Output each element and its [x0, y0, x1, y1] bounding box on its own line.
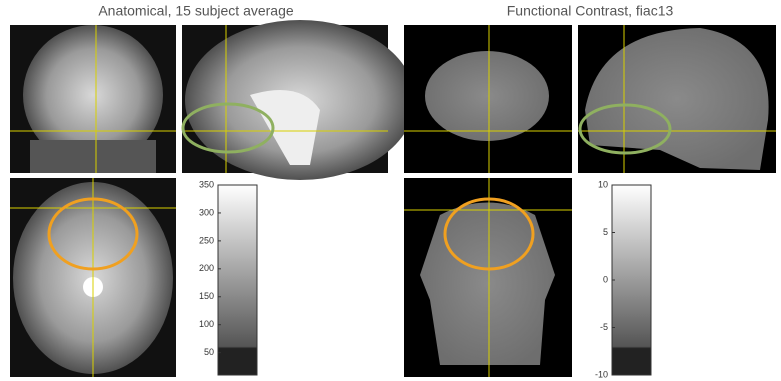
- colorbar-tick-label: 50: [204, 347, 214, 357]
- colorbar-tick-label: -10: [595, 369, 608, 379]
- colorbar-tick-label: 10: [598, 179, 608, 189]
- colorbar-tick-label: -5: [600, 322, 608, 332]
- figure: Anatomical, 15 subject average Functiona…: [0, 0, 781, 381]
- colorbar: [612, 185, 651, 375]
- colorbar-tick-label: 250: [199, 235, 214, 245]
- colorbar-tick-label: 150: [199, 291, 214, 301]
- coronal-anatomical: [10, 25, 176, 173]
- panel-title: Anatomical, 15 subject average: [98, 3, 294, 19]
- colorbar-tick-label: 100: [199, 319, 214, 329]
- colorbar-tick-label: 300: [199, 207, 214, 217]
- panel-title: Functional Contrast, fiac13: [507, 3, 674, 19]
- axial-functional: [404, 178, 572, 377]
- sagittal-anatomical: [182, 20, 415, 180]
- colorbar-tick-label: 5: [603, 227, 608, 237]
- colorbar-tick-label: 0: [603, 274, 608, 284]
- coronal-functional: [404, 25, 572, 173]
- colorbar-tick-label: 200: [199, 263, 214, 273]
- sagittal-functional: [578, 25, 776, 173]
- axial-anatomical: [10, 178, 176, 377]
- colorbar: [218, 185, 257, 375]
- colorbar-tick-label: 350: [199, 179, 214, 189]
